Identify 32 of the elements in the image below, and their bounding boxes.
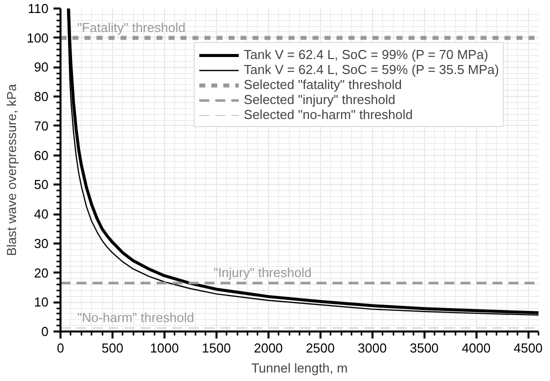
annotation: "No-harm" threshold xyxy=(77,310,194,325)
x-tick-label: 4500 xyxy=(514,340,543,356)
legend-label: Tank V = 62.4 L, SoC = 59% (P = 35.5 MPa) xyxy=(244,62,499,77)
y-tick-label: 50 xyxy=(34,177,49,192)
legend-label: Selected "no-harm" threshold xyxy=(244,107,413,122)
annotation: "Injury" threshold xyxy=(213,265,312,280)
annotation: "Fatality" threshold xyxy=(77,20,186,35)
y-tick-label: 20 xyxy=(34,265,49,280)
legend-label: Tank V = 62.4 L, SoC = 99% (P = 70 MPa) xyxy=(244,47,488,62)
y-tick-label: 0 xyxy=(41,324,49,339)
y-tick-label: 110 xyxy=(28,1,49,16)
y-tick-label: 90 xyxy=(34,60,49,75)
y-tick-label: 30 xyxy=(34,236,49,251)
y-tick-label: 100 xyxy=(26,30,49,46)
y-tick-label: 80 xyxy=(34,89,49,104)
y-tick-label: 70 xyxy=(34,118,49,134)
y-tick-label: 60 xyxy=(34,148,49,163)
legend-label: Selected "injury" threshold xyxy=(244,92,396,107)
x-axis-title: Tunnel length, m xyxy=(251,360,348,376)
x-tick-label: 2500 xyxy=(306,340,335,356)
x-tick-label: 1500 xyxy=(202,340,231,356)
y-axis-title: Blast wave overpressure, kPa xyxy=(4,83,19,256)
x-tick-label: 500 xyxy=(102,340,124,356)
legend-label: Selected "fatality" threshold xyxy=(244,77,402,92)
y-tick-label: 40 xyxy=(34,206,49,222)
x-tick-label: 1000 xyxy=(150,340,179,356)
x-tick-label: 2000 xyxy=(254,340,283,356)
x-tick-label: 4000 xyxy=(462,340,491,356)
x-tick-label: 3500 xyxy=(410,340,439,356)
y-tick-label: 10 xyxy=(34,294,49,310)
x-tick-label: 0 xyxy=(56,340,64,356)
x-tick-label: 3000 xyxy=(358,340,387,356)
